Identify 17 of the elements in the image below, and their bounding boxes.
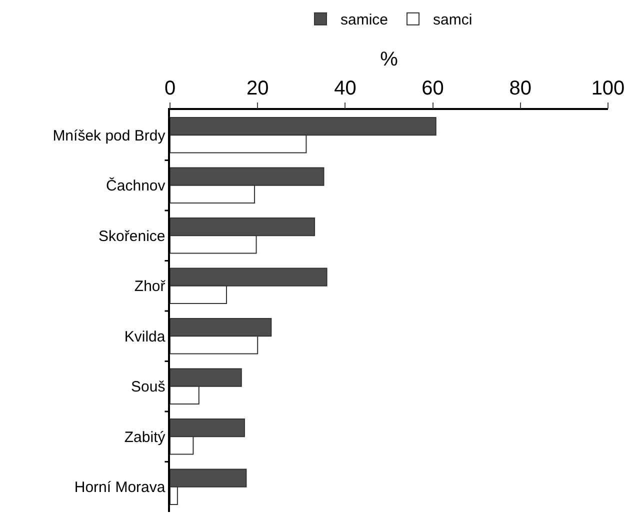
y-tick-label: Skořenice <box>98 228 166 245</box>
x-axis-title: % <box>380 48 398 70</box>
y-tick-label: Souš <box>131 378 166 396</box>
y-tick-label: Zhoř <box>134 278 166 296</box>
y-tick-label: Čachnov <box>106 176 166 195</box>
x-tick-label: 20 <box>246 77 269 100</box>
x-tick-label: 60 <box>422 77 444 100</box>
y-tick-label: Kvilda <box>124 328 166 346</box>
y-tick-label: Horní Morava <box>74 479 166 496</box>
legend-label: samci <box>433 12 472 29</box>
x-tick-label: 0 <box>164 77 176 100</box>
x-tick-label: 100 <box>591 77 625 100</box>
y-tick-label: Mníšek pod Brdy <box>52 127 166 144</box>
legend-label: samice <box>340 12 388 29</box>
x-tick-label: 40 <box>334 77 356 100</box>
y-tick-label: Zabitý <box>124 428 166 446</box>
x-tick-label: 80 <box>509 77 532 100</box>
